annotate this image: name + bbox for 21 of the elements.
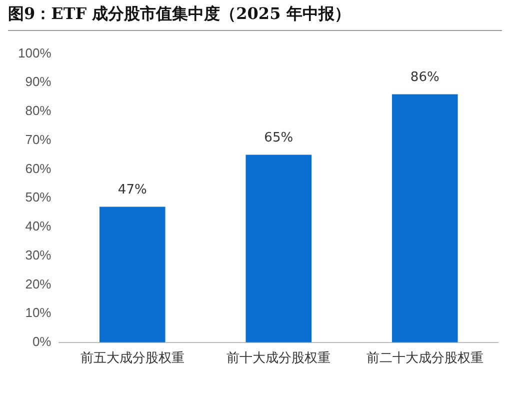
data-label: 86% (410, 70, 440, 86)
y-tick-label: 80% (25, 103, 52, 118)
bar (99, 206, 166, 342)
y-tick-label: 90% (25, 74, 52, 90)
x-tick-label: 前二十大成分股权重 (366, 350, 484, 365)
bar (392, 94, 458, 342)
y-tick-label: 60% (25, 160, 52, 176)
y-tick-label: 50% (25, 190, 52, 205)
bar (246, 154, 312, 342)
y-tick-label: 10% (25, 305, 52, 320)
x-tick-label: 前十大成分股权重 (226, 350, 331, 365)
y-tick-label: 40% (25, 218, 52, 234)
y-tick-label: 100% (18, 45, 52, 60)
y-tick-label: 20% (25, 276, 52, 292)
y-tick-label: 70% (25, 132, 52, 147)
y-tick-label: 0% (32, 334, 52, 349)
chart-title: 图9：ETF 成分股市值集中度（2025 年中报） (8, 4, 350, 25)
data-label: 65% (264, 130, 294, 146)
data-label: 47% (118, 182, 147, 198)
y-tick-label: 30% (25, 247, 52, 262)
x-tick-label: 前五大成分股权重 (80, 350, 184, 365)
